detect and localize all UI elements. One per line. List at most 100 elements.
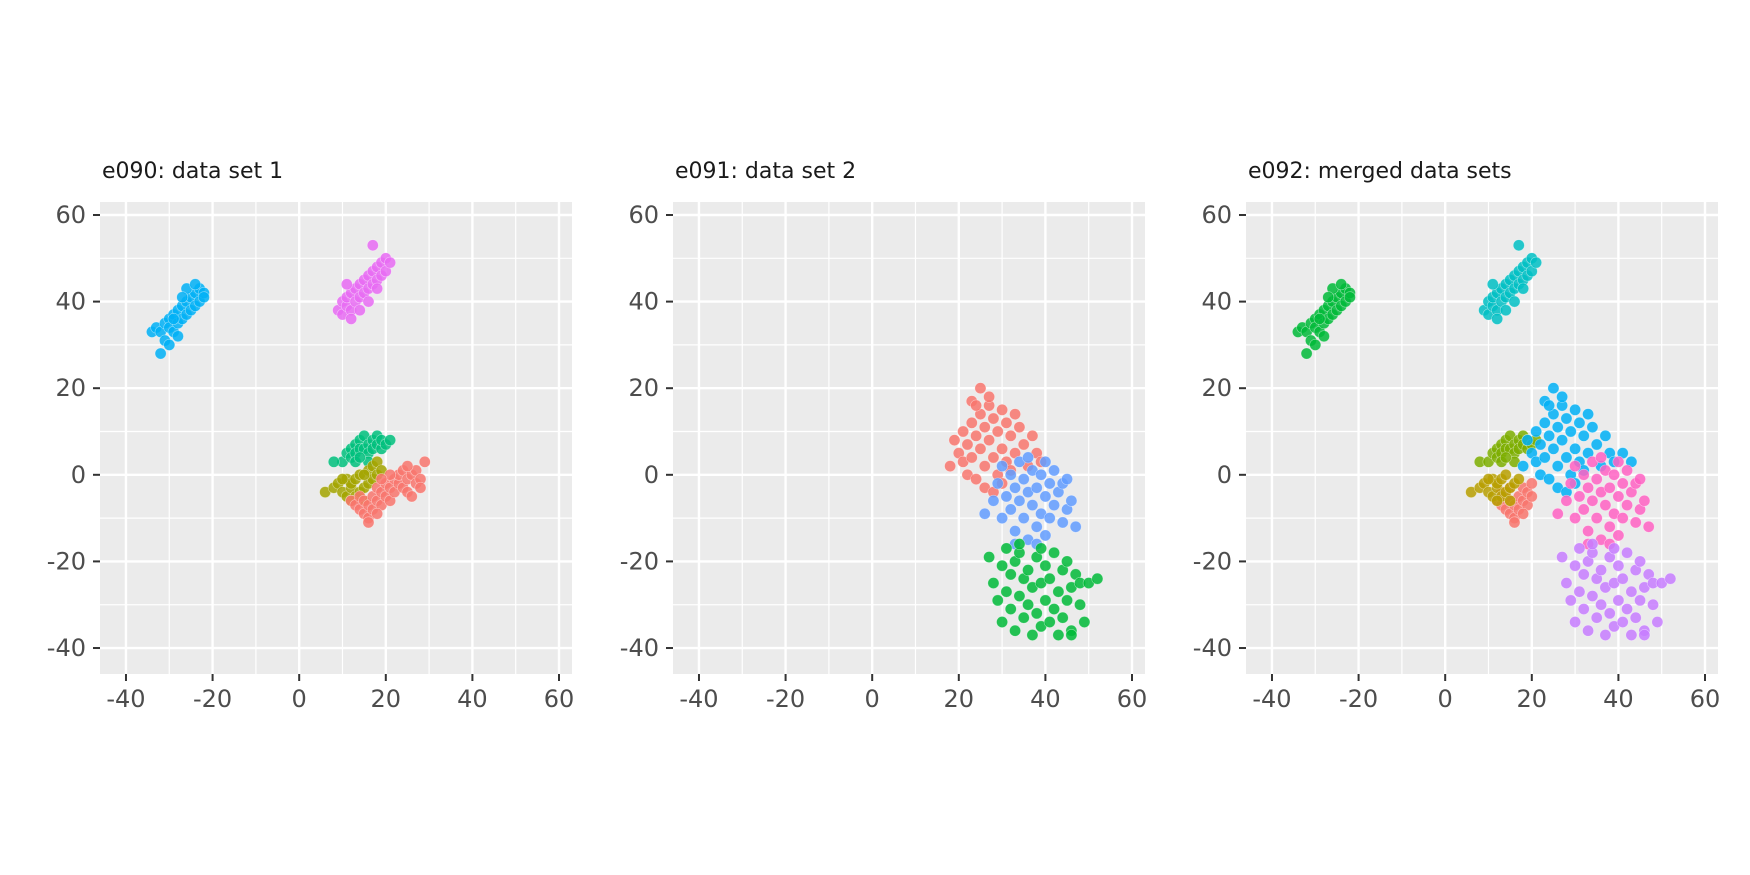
data-point: [1039, 490, 1052, 503]
data-point: [1061, 555, 1073, 568]
data-point: [1061, 594, 1073, 607]
data-point: [978, 507, 991, 520]
x-tick-label: -20: [766, 685, 805, 713]
data-point: [1590, 473, 1603, 486]
data-point: [1039, 455, 1052, 468]
data-point: [1573, 585, 1586, 598]
data-point: [987, 577, 1000, 589]
data-point: [1000, 542, 1013, 555]
data-point: [1309, 338, 1322, 351]
plot-background: [1246, 202, 1718, 674]
data-point: [1573, 416, 1586, 429]
data-point: [1603, 607, 1616, 620]
data-point: [1543, 473, 1556, 486]
axes: -40 -20 0 20 40 60 60 40 20 0 -20 -40: [1193, 201, 1720, 713]
data-point: [1647, 598, 1659, 611]
data-point: [1026, 429, 1039, 442]
panel-title: e090: data set 1: [102, 159, 283, 184]
data-point: [1013, 421, 1026, 434]
data-point: [1599, 429, 1612, 442]
data-point: [1004, 468, 1017, 481]
data-point: [970, 473, 983, 486]
data-point: [1013, 590, 1026, 602]
data-point: [1017, 512, 1030, 525]
data-point: [418, 455, 431, 468]
data-point: [1616, 477, 1629, 490]
data-point: [154, 347, 167, 360]
data-point: [1039, 529, 1052, 542]
y-tick-label: 20: [1201, 374, 1232, 402]
plot-background: [100, 202, 572, 674]
data-point: [1056, 611, 1069, 624]
data-point: [172, 330, 184, 343]
data-point: [1634, 594, 1646, 607]
y-tick-label: 40: [55, 288, 86, 316]
data-point: [345, 313, 358, 325]
data-point: [1517, 460, 1530, 473]
data-point: [978, 460, 991, 473]
data-point: [1616, 616, 1629, 628]
data-point: [1026, 629, 1039, 641]
y-tick-label: 60: [1201, 201, 1232, 229]
data-point: [1313, 313, 1326, 325]
axes: -40 -20 0 20 40 60 60 40 20 0 -20 -40: [620, 201, 1147, 713]
data-point: [1512, 239, 1525, 252]
data-point: [965, 451, 978, 464]
plot-background: [673, 202, 1145, 674]
data-point: [1577, 468, 1590, 481]
data-point: [1035, 468, 1047, 481]
data-point: [1512, 473, 1525, 486]
data-point: [1560, 412, 1573, 425]
x-tick-label: 20: [944, 685, 975, 713]
data-point: [1543, 399, 1556, 412]
data-point: [1300, 347, 1313, 360]
data-point: [961, 438, 974, 451]
data-point: [1595, 598, 1607, 611]
data-point: [189, 278, 202, 291]
data-point: [1022, 598, 1034, 611]
data-point: [1000, 416, 1013, 429]
data-point: [1590, 611, 1603, 624]
x-tick-label: 20: [371, 685, 402, 713]
x-tick-label: -40: [679, 685, 718, 713]
data-point: [1499, 304, 1512, 317]
data-point: [996, 512, 1009, 525]
y-tick-label: 20: [628, 374, 659, 402]
data-point: [1491, 313, 1504, 325]
data-point: [1560, 451, 1573, 464]
grid-lines: [1246, 202, 1718, 674]
data-point: [1577, 568, 1590, 581]
data-point: [1318, 330, 1330, 343]
data-point: [996, 460, 1009, 473]
data-point: [405, 490, 418, 503]
data-point: [1577, 429, 1590, 442]
data-point: [991, 594, 1004, 607]
data-point: [1009, 624, 1021, 637]
data-point: [1586, 590, 1599, 602]
data-point: [1586, 494, 1599, 507]
x-tick-label: 60: [544, 685, 575, 713]
data-point: [957, 425, 970, 438]
data-point: [1556, 390, 1569, 403]
y-tick-label: -20: [47, 547, 86, 575]
y-tick-label: -40: [620, 634, 659, 662]
data-point: [1499, 451, 1512, 464]
points-layer: [146, 239, 431, 529]
data-point: [1586, 421, 1599, 434]
x-tick-label: -20: [193, 685, 232, 713]
data-point: [1664, 572, 1677, 585]
data-point: [1638, 629, 1651, 641]
data-point: [987, 494, 1000, 507]
data-point: [996, 616, 1009, 628]
data-point: [996, 442, 1009, 455]
data-point: [1577, 503, 1590, 516]
data-point: [1065, 494, 1078, 507]
data-point: [1030, 607, 1043, 620]
data-point: [1048, 464, 1060, 477]
data-point: [1521, 434, 1534, 447]
data-point: [176, 291, 189, 304]
data-point: [1634, 473, 1646, 486]
data-point: [1551, 507, 1564, 520]
data-point: [1634, 555, 1646, 568]
data-point: [1547, 442, 1560, 455]
